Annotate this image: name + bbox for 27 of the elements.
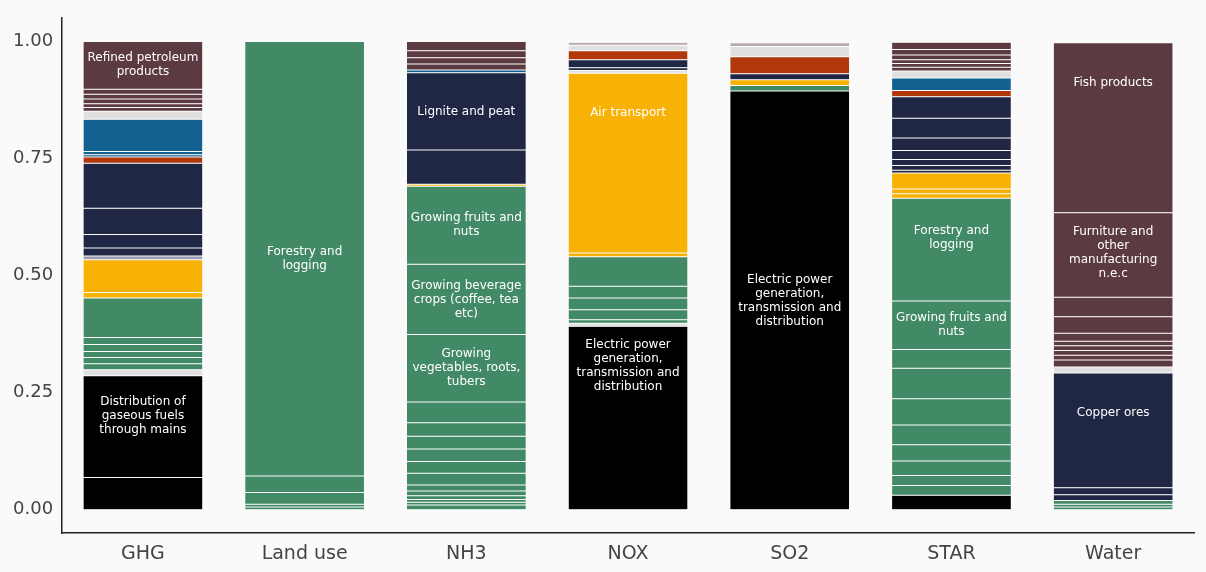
y-tick-label: 0.75 <box>13 146 54 168</box>
series-label: Forestry and logging <box>913 223 990 252</box>
y-tick-label: 0.00 <box>13 497 54 519</box>
series-label: Growing vegetables, roots, tubers <box>412 346 521 389</box>
series-label: Air transport <box>590 105 667 120</box>
series-label: Electric power generation, transmission and distribution <box>738 271 842 328</box>
series-label: Refined petroleum products <box>87 50 199 79</box>
x-tick-label: STAR <box>927 540 976 563</box>
series-label: Copper ores <box>1076 405 1150 420</box>
series-label: Distribution of gaseous fuels through mains <box>99 393 187 436</box>
series-label: Lignite and peat <box>417 103 516 118</box>
y-tick-label: 1.00 <box>13 29 54 51</box>
y-tick-label: 0.50 <box>13 263 54 285</box>
x-tick-label: Water <box>1085 540 1142 563</box>
y-tick-label: 0.25 <box>13 380 54 402</box>
series-label: Furniture and other manufacturing n.e.c <box>1069 223 1158 280</box>
series-label: Electric power generation, transmission and distribution <box>576 337 680 394</box>
series-label: Growing beverage crops (coffee, tea etc) <box>411 277 522 320</box>
x-tick-label: NOX <box>607 540 649 563</box>
x-tick-label: SO2 <box>770 540 810 563</box>
series-label: Growing fruits and nuts <box>895 310 1007 339</box>
series-label: Fish products <box>1073 74 1153 89</box>
x-tick-label: Land use <box>261 540 348 563</box>
series-label: Forestry and logging <box>267 243 343 272</box>
x-tick-label: GHG <box>121 540 165 563</box>
x-tick-label: NH3 <box>446 540 487 563</box>
series-label: Growing fruits and nuts <box>410 210 522 239</box>
